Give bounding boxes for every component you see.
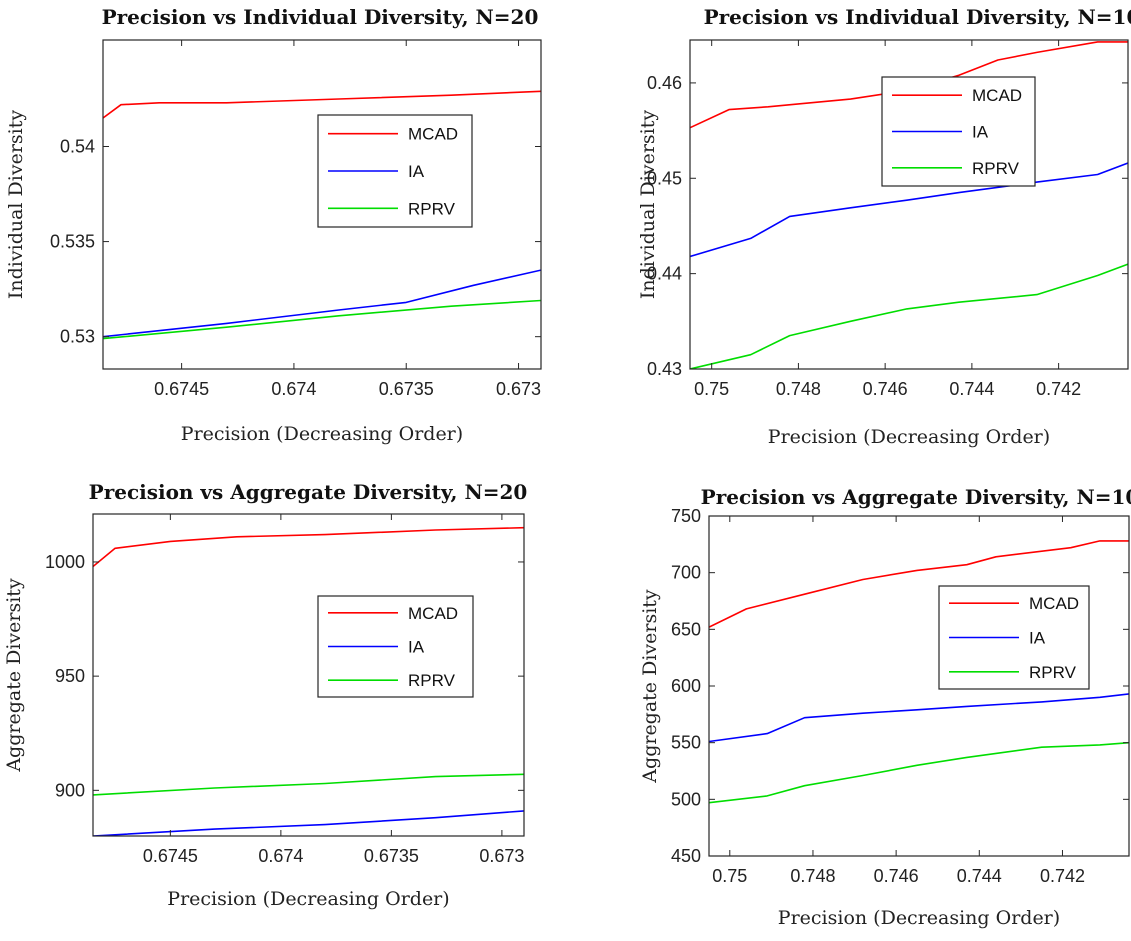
legend-label: MCAD [408, 604, 458, 623]
x-tick-label: 0.6745 [154, 379, 209, 399]
legend-label: IA [408, 162, 425, 181]
x-tick-label: 0.6735 [379, 379, 434, 399]
x-tick-label: 0.6745 [143, 846, 198, 866]
plot-lines [93, 526, 524, 836]
y-tick-label: 450 [671, 846, 701, 866]
series-line-ia [93, 810, 524, 836]
x-tick-label: 0.744 [949, 379, 994, 399]
chart-panel-4: Precision vs Aggregate Diversity, N=10 0.… [639, 485, 1131, 929]
plot-lines [103, 90, 541, 340]
series-line-rprv [103, 299, 541, 340]
series-line-ia [709, 693, 1129, 743]
x-axis-label: Precision (Decreasing Order) [778, 907, 1060, 929]
chart-title: Precision vs Individual Diversity, N=10 [704, 5, 1131, 29]
series-line-mcad [709, 540, 1129, 628]
plot-frame [689, 39, 1129, 370]
chart-title: Precision vs Individual Diversity, N=20 [102, 5, 539, 29]
y-tick-label: 0.54 [60, 136, 95, 156]
y-tick-label: 700 [671, 563, 701, 583]
series-line-rprv [93, 773, 524, 796]
series-line-rprv [709, 741, 1129, 804]
legend-label: RPRV [1029, 663, 1077, 682]
legend-label: RPRV [408, 199, 456, 218]
y-tick-label: 1000 [45, 552, 85, 572]
y-axis-label: Individual Diversity [5, 110, 27, 299]
legend-label: MCAD [1029, 594, 1079, 613]
chart-panel-1: Precision vs Individual Diversity, N=20 0… [5, 5, 542, 445]
x-tick-label: 0.742 [1040, 866, 1085, 886]
x-tick-label: 0.746 [874, 866, 919, 886]
series-line-rprv [690, 263, 1128, 369]
y-tick-label: 650 [671, 619, 701, 639]
y-axis-label: Aggregate Diversity [3, 578, 25, 773]
y-tick-label: 900 [55, 780, 85, 800]
chart-title: Precision vs Aggregate Diversity, N=20 [89, 480, 528, 504]
legend: MCAD IA RPRV [881, 76, 1036, 187]
chart-panel-3: Precision vs Aggregate Diversity, N=20 0.… [3, 480, 527, 910]
y-tick-label: 750 [671, 506, 701, 526]
x-tick-label: 0.75 [712, 866, 747, 886]
y-tick-label: 0.44 [647, 264, 682, 284]
x-axis-label: Precision (Decreasing Order) [181, 423, 463, 445]
y-tick-label: 0.46 [647, 73, 682, 93]
legend: MCAD IA RPRV [317, 595, 474, 698]
x-tick-label: 0.748 [790, 866, 835, 886]
series-line-ia [690, 162, 1128, 258]
y-tick-label: 600 [671, 676, 701, 696]
y-axis-label: Aggregate Diversity [639, 589, 661, 784]
x-tick-label: 0.746 [863, 379, 908, 399]
x-tick-label: 0.673 [479, 846, 524, 866]
y-tick-label: 0.43 [647, 359, 682, 379]
y-tick-label: 0.535 [50, 232, 95, 252]
y-axis-label: Individual Diversity [637, 110, 659, 299]
y-tick-label: 550 [671, 733, 701, 753]
legend: MCAD IA RPRV [938, 585, 1090, 690]
plot-lines [709, 540, 1129, 804]
x-axis-label: Precision (Decreasing Order) [167, 888, 449, 910]
legend-label: IA [972, 123, 989, 142]
x-tick-label: 0.6735 [364, 846, 419, 866]
x-tick-label: 0.75 [694, 379, 729, 399]
legend-label: MCAD [972, 86, 1022, 105]
x-axis-label: Precision (Decreasing Order) [768, 426, 1050, 448]
plot-frame [92, 513, 525, 837]
y-tick-label: 950 [55, 666, 85, 686]
y-tick-label: 500 [671, 789, 701, 809]
y-tick-label: 0.53 [60, 327, 95, 347]
chart-panel-2: Precision vs Individual Diversity, N=10 0… [637, 5, 1131, 448]
legend-label: RPRV [972, 159, 1020, 178]
x-tick-label: 0.744 [957, 866, 1002, 886]
x-tick-label: 0.742 [1036, 379, 1081, 399]
chart-title: Precision vs Aggregate Diversity, N=10 [701, 485, 1131, 509]
y-tick-label: 0.45 [647, 168, 682, 188]
legend-label: RPRV [408, 671, 456, 690]
series-line-ia [103, 269, 541, 338]
x-tick-label: 0.673 [496, 379, 541, 399]
legend-label: IA [408, 638, 425, 657]
x-tick-label: 0.674 [271, 379, 316, 399]
series-line-mcad [103, 90, 541, 119]
series-line-mcad [93, 526, 524, 568]
legend-label: MCAD [408, 125, 458, 144]
legend-label: IA [1029, 629, 1046, 648]
x-tick-label: 0.674 [258, 846, 303, 866]
plot-frame [102, 39, 542, 370]
legend: MCAD IA RPRV [317, 114, 473, 228]
x-tick-label: 0.748 [776, 379, 821, 399]
